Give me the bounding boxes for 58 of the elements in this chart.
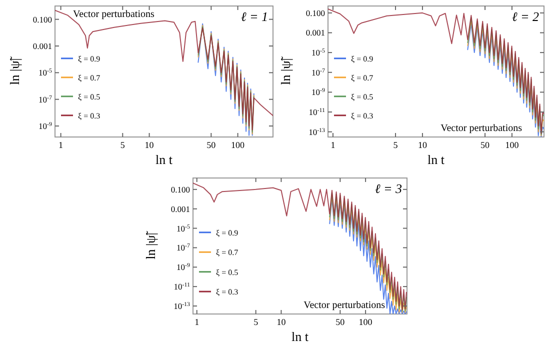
y-tick-label: 10$^{-9}$: [38, 121, 52, 132]
x-axis-title: ln t: [156, 152, 173, 167]
y-tick-label: 10$^{-7}$: [38, 94, 52, 104]
y-tick-label: 0.100: [32, 14, 52, 24]
annotation: Vector perturbations: [73, 9, 154, 20]
legend-label: ξ = 0.7: [78, 73, 100, 82]
y-tick-label: 10$^{-5}$: [176, 223, 190, 234]
legend-label: ξ = 0.3: [78, 111, 100, 120]
x-tick-label: 1: [58, 140, 64, 150]
x-tick-label: 10: [418, 140, 428, 150]
y-tick-label: 0.001: [306, 28, 325, 38]
x-tick-label: 5: [120, 140, 126, 150]
y-tick-label: 10$^{-9}$: [176, 262, 190, 272]
x-tick-label: 100: [231, 140, 246, 150]
y-tick-label: 10$^{-11}$: [308, 107, 326, 118]
y-axis-title: ln |ψ̃|: [143, 230, 158, 260]
y-tick-label: 0.001: [32, 41, 52, 52]
y-tick-label: 10$^{-13}$: [174, 300, 190, 311]
legend-label: ξ = 0.7: [216, 248, 238, 258]
y-tick-label: 10$^{-7}$: [176, 242, 190, 253]
legend-label: ξ = 0.3: [216, 288, 238, 297]
y-axis-title: ln |ψ̃|: [7, 56, 22, 85]
x-tick-label: 5: [393, 140, 398, 150]
annotation: Vector perturbations: [304, 300, 386, 311]
x-tick-label: 100: [358, 317, 373, 327]
y-tick-label: 10$^{-5}$: [38, 68, 52, 78]
x-tick-label: 50: [480, 140, 490, 150]
x-axis-title: ln t: [428, 152, 445, 167]
legend-label: ξ = 0.3: [351, 111, 374, 120]
legend-label: ξ = 0.9: [351, 54, 374, 64]
chart-title: ℓ = 2: [512, 9, 540, 24]
annotation: Vector perturbations: [440, 123, 522, 134]
chart-title: ℓ = 1: [240, 9, 268, 24]
legend-label: ξ = 0.9: [78, 54, 100, 64]
legend-label: ξ = 0.9: [216, 228, 238, 238]
y-tick-label: 0.100: [170, 184, 190, 194]
y-tick-label: 10$^{-5}$: [312, 48, 326, 58]
y-tick-label: 0.100: [306, 8, 325, 18]
legend-label: ξ = 0.5: [78, 92, 100, 102]
x-tick-label: 10: [276, 317, 286, 327]
y-tick-label: 10$^{-7}$: [312, 67, 326, 78]
x-tick-label: 1: [330, 140, 336, 150]
x-axis-title: ln t: [292, 329, 309, 344]
y-tick-label: 10$^{-11}$: [174, 282, 190, 292]
y-tick-label: 10$^{-13}$: [308, 126, 326, 137]
chart-title: ℓ = 3: [374, 181, 402, 196]
legend-label: ξ = 0.5: [351, 92, 374, 102]
y-tick-label: 0.001: [170, 204, 190, 214]
x-tick-label: 10: [144, 140, 154, 150]
y-tick-label: 10$^{-9}$: [312, 87, 326, 98]
y-axis-title: ln |ψ̃|: [278, 56, 293, 85]
legend-label: ξ = 0.5: [216, 268, 238, 277]
x-tick-label: 1: [194, 317, 200, 327]
x-tick-label: 100: [505, 140, 520, 150]
x-tick-label: 5: [254, 317, 259, 327]
x-tick-label: 50: [206, 140, 216, 150]
legend-label: ξ = 0.7: [351, 73, 374, 82]
x-tick-label: 50: [336, 317, 346, 327]
